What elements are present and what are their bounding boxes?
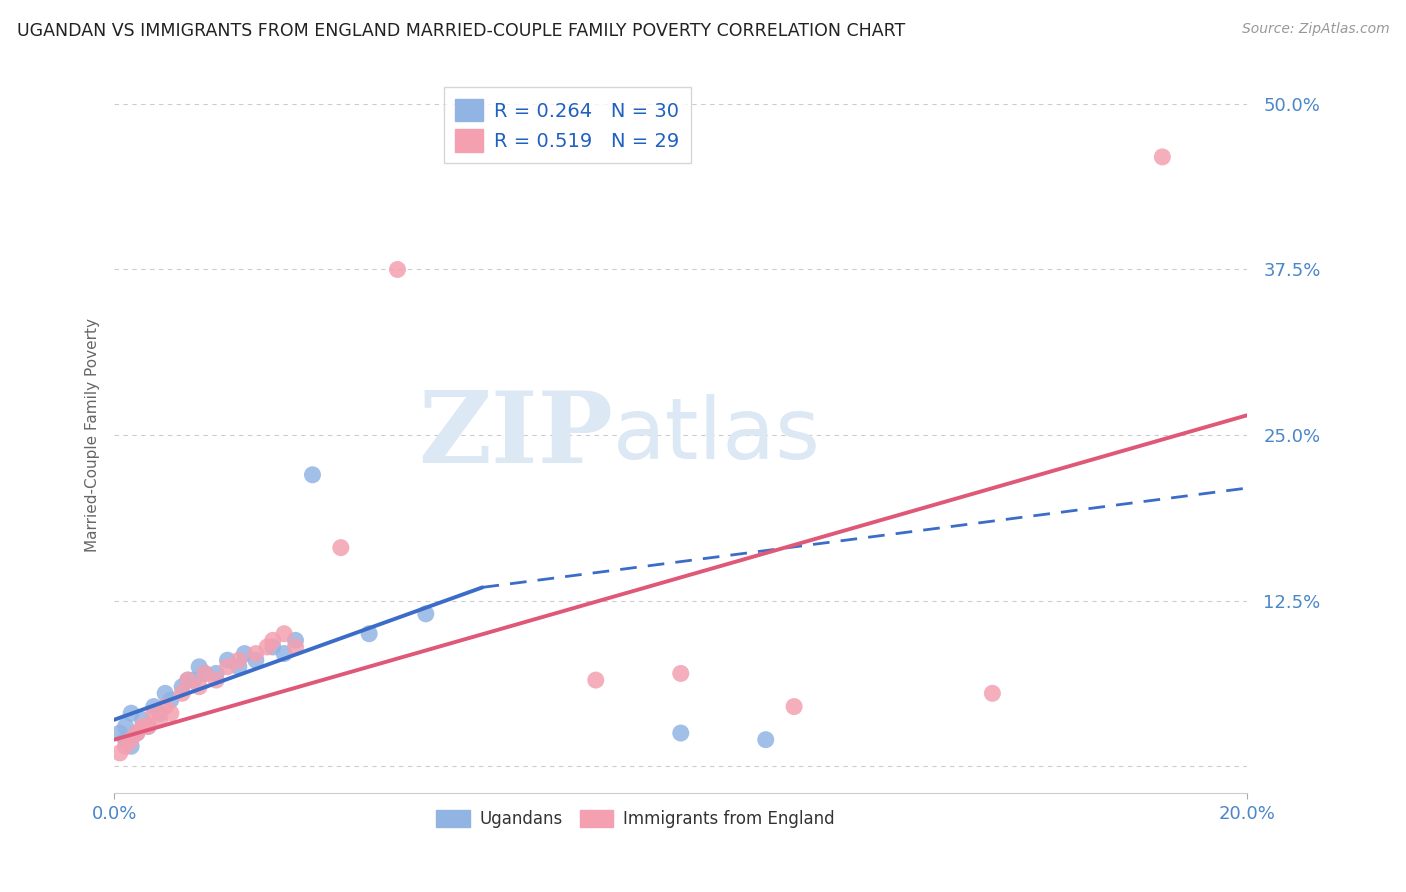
Point — [669, 666, 692, 681]
Point — [194, 666, 217, 681]
Point — [153, 699, 176, 714]
Point — [183, 673, 205, 687]
Point — [233, 647, 256, 661]
Point — [160, 693, 183, 707]
Point — [262, 640, 284, 654]
Point — [131, 719, 153, 733]
Point — [125, 726, 148, 740]
Point — [284, 633, 307, 648]
Point — [284, 640, 307, 654]
Point — [359, 626, 381, 640]
Point — [245, 647, 267, 661]
Point — [142, 706, 165, 721]
Text: UGANDAN VS IMMIGRANTS FROM ENGLAND MARRIED-COUPLE FAMILY POVERTY CORRELATION CHA: UGANDAN VS IMMIGRANTS FROM ENGLAND MARRI… — [17, 22, 905, 40]
Point — [108, 746, 131, 760]
Point — [273, 647, 295, 661]
Point — [177, 673, 200, 687]
Point — [131, 713, 153, 727]
Point — [114, 732, 136, 747]
Point — [125, 726, 148, 740]
Text: atlas: atlas — [613, 393, 821, 476]
Point — [188, 660, 211, 674]
Point — [245, 653, 267, 667]
Point — [148, 706, 170, 721]
Legend: Ugandans, Immigrants from England: Ugandans, Immigrants from England — [430, 803, 841, 834]
Point — [256, 640, 278, 654]
Point — [205, 673, 228, 687]
Point — [153, 686, 176, 700]
Point — [217, 660, 239, 674]
Y-axis label: Married-Couple Family Poverty: Married-Couple Family Poverty — [86, 318, 100, 552]
Point — [188, 680, 211, 694]
Point — [415, 607, 437, 621]
Point — [136, 719, 159, 733]
Point — [114, 719, 136, 733]
Point — [228, 660, 250, 674]
Point — [148, 713, 170, 727]
Point — [228, 653, 250, 667]
Text: Source: ZipAtlas.com: Source: ZipAtlas.com — [1241, 22, 1389, 37]
Point — [136, 719, 159, 733]
Point — [194, 666, 217, 681]
Point — [142, 699, 165, 714]
Point — [120, 739, 142, 754]
Point — [114, 739, 136, 754]
Point — [273, 626, 295, 640]
Point — [262, 633, 284, 648]
Point — [177, 673, 200, 687]
Point — [1152, 150, 1174, 164]
Point — [301, 467, 323, 482]
Point — [755, 732, 778, 747]
Point — [387, 262, 409, 277]
Point — [160, 706, 183, 721]
Point — [783, 699, 806, 714]
Point — [217, 653, 239, 667]
Point — [172, 686, 194, 700]
Text: ZIP: ZIP — [418, 386, 613, 483]
Point — [108, 726, 131, 740]
Point — [120, 706, 142, 721]
Point — [669, 726, 692, 740]
Point — [981, 686, 1004, 700]
Point — [329, 541, 352, 555]
Point — [120, 732, 142, 747]
Point — [172, 680, 194, 694]
Point — [585, 673, 607, 687]
Point — [205, 666, 228, 681]
